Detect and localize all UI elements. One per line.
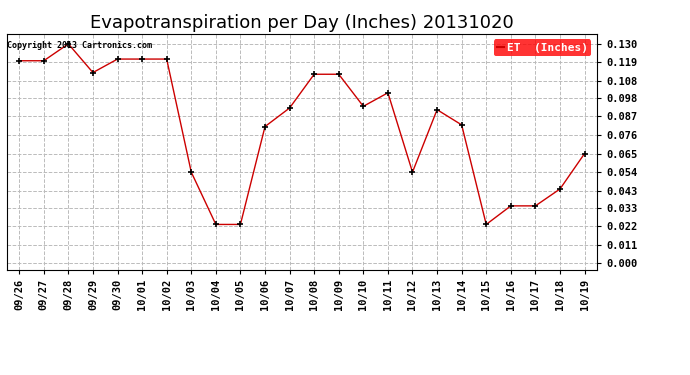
Title: Evapotranspiration per Day (Inches) 20131020: Evapotranspiration per Day (Inches) 2013… (90, 14, 514, 32)
Text: Copyright 2013 Cartronics.com: Copyright 2013 Cartronics.com (8, 41, 152, 50)
Legend: ET  (Inches): ET (Inches) (493, 39, 591, 56)
